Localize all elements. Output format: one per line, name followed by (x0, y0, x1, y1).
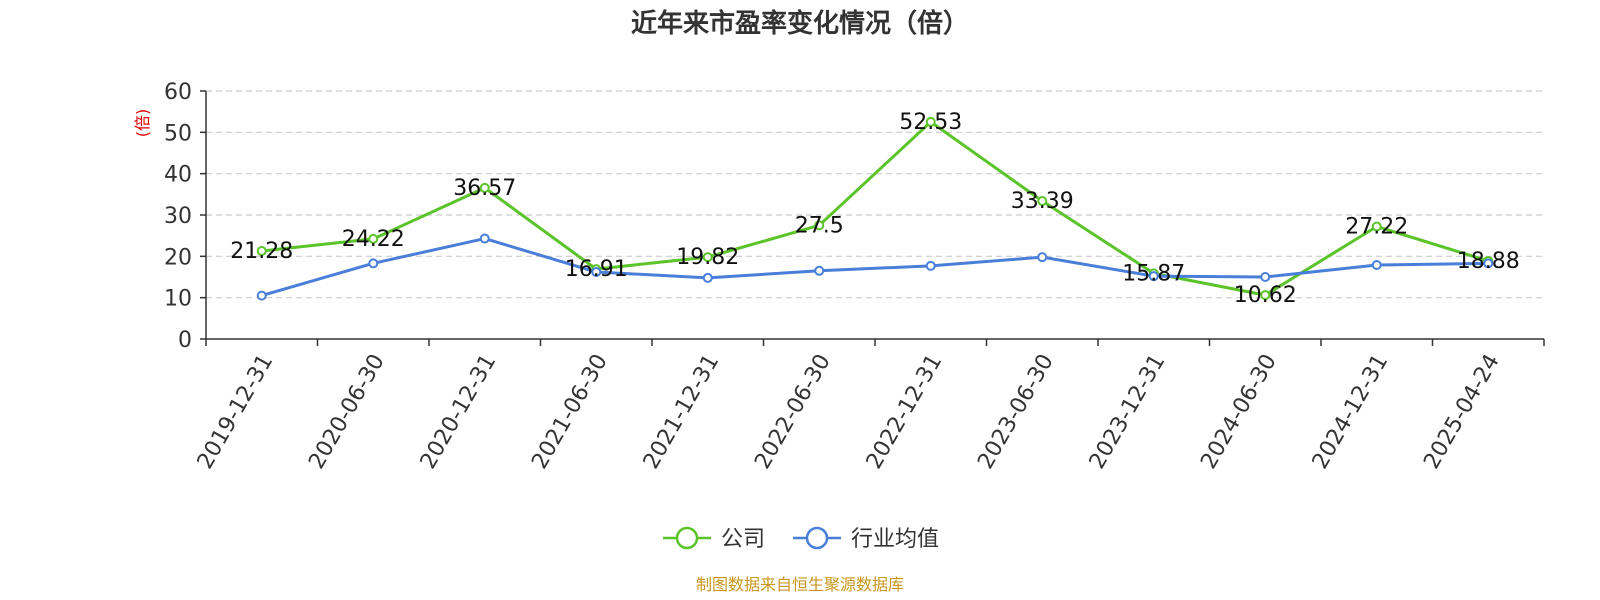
x-tick-label: 2025-04-24 (1419, 350, 1505, 473)
x-tick-label: 2024-12-31 (1308, 350, 1394, 473)
legend-item[interactable]: 公司 (663, 526, 765, 552)
data-point[interactable] (814, 220, 825, 231)
y-tick-label: 0 (178, 328, 192, 353)
legend-marker (805, 526, 829, 550)
legend: 公司 行业均值 (663, 526, 939, 552)
x-tick-label: 2020-12-31 (416, 350, 502, 473)
data-point[interactable] (368, 233, 379, 244)
data-label: 24.22 (342, 227, 405, 252)
series-line-1 (261, 237, 1489, 298)
chart-title: 近年来市盈率变化情况（倍） (631, 8, 969, 39)
y-tick-label: 40 (164, 163, 192, 188)
data-label: 18.88 (1457, 249, 1520, 274)
x-tick-label: 2021-12-31 (639, 350, 725, 473)
data-label: 27.22 (1345, 214, 1408, 239)
x-tick-label: 2020-06-30 (304, 350, 390, 473)
legend-label: 行业均值 (851, 527, 939, 552)
data-point[interactable] (368, 258, 379, 269)
data-label: 19.82 (676, 245, 739, 270)
y-tick-label: 20 (164, 245, 192, 270)
series-line-0 (261, 120, 1489, 297)
y-tick-label: 10 (164, 287, 192, 312)
legend-item[interactable]: 行业均值 (793, 526, 939, 552)
axes: 0 10 20 30 40 50 60 2019-12-31 2020-06-30 2020-12… (164, 80, 1545, 473)
data-label: 52.53 (899, 110, 962, 135)
y-tick-label: 60 (164, 80, 192, 105)
data-point[interactable] (479, 233, 490, 244)
data-point[interactable] (1371, 221, 1382, 232)
legend-marker (675, 526, 699, 550)
x-tick-label: 2023-06-30 (973, 350, 1059, 473)
data-label: 27.5 (795, 213, 844, 238)
data-point[interactable] (1037, 195, 1048, 206)
legend-label: 公司 (721, 527, 765, 552)
data-point[interactable] (1371, 260, 1382, 271)
data-label: 15.87 (1122, 261, 1185, 286)
data-point[interactable] (1260, 272, 1271, 282)
data-point[interactable] (256, 290, 267, 301)
data-label: 36.57 (453, 176, 516, 201)
data-point[interactable] (925, 260, 936, 271)
data-label: 21.28 (230, 239, 293, 264)
y-tick-label: 30 (164, 204, 192, 229)
x-tick-label: 2022-06-30 (750, 350, 836, 473)
data-point[interactable] (591, 267, 602, 278)
data-point[interactable] (1483, 258, 1494, 269)
x-tick-label: 2023-12-31 (1085, 350, 1171, 473)
x-tick-label: 2019-12-31 (193, 350, 279, 473)
data-point[interactable] (814, 265, 825, 276)
data-point[interactable] (1037, 252, 1048, 263)
data-point[interactable] (479, 182, 490, 193)
data-point[interactable] (1260, 290, 1271, 301)
x-tick-label: 2022-12-31 (862, 350, 948, 473)
y-axis-unit-label: (倍) (133, 109, 152, 138)
grid-lines (206, 90, 1544, 299)
series-lines (256, 116, 1494, 301)
data-point[interactable] (702, 252, 713, 263)
data-label: 33.39 (1011, 189, 1074, 214)
x-tick-label: 2024-06-30 (1196, 350, 1282, 473)
y-tick-label: 50 (164, 121, 192, 146)
data-point[interactable] (256, 246, 267, 257)
data-labels: 21.28 24.22 36.57 16.91 19.82 27.5 52.53 33.39 1… (230, 110, 1519, 308)
data-point[interactable] (925, 116, 936, 127)
data-point[interactable] (702, 272, 713, 283)
data-label: 10.62 (1234, 283, 1297, 308)
data-point[interactable] (1148, 271, 1159, 282)
source-note: 制图数据来自恒生聚源数据库 (696, 575, 904, 594)
data-label: 16.91 (565, 257, 628, 282)
x-tick-label: 2021-06-30 (527, 350, 613, 473)
